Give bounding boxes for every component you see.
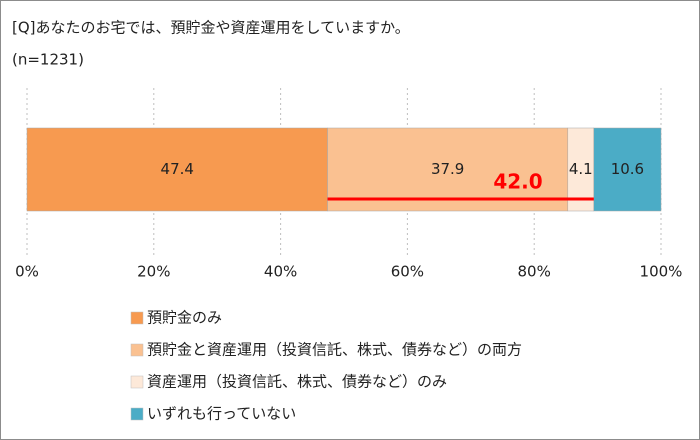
legend-swatch bbox=[130, 407, 144, 421]
bar-segment bbox=[567, 127, 595, 212]
x-tick-label: 60% bbox=[391, 263, 424, 281]
legend-label: 資産運用（投資信託、株式、債券など）のみ bbox=[147, 373, 447, 391]
x-tick-label: 40% bbox=[264, 263, 297, 281]
data-label: 10.6 bbox=[611, 160, 644, 178]
x-tick-label: 20% bbox=[137, 263, 170, 281]
legend-label: いずれも行っていない bbox=[147, 405, 296, 423]
bar-segment bbox=[327, 127, 569, 212]
legend-swatch bbox=[130, 311, 144, 325]
annotation: 42.0 bbox=[493, 170, 542, 194]
bar-segment bbox=[593, 127, 662, 212]
x-tick-label: 80% bbox=[518, 263, 551, 281]
legend-swatch bbox=[130, 375, 144, 389]
legend-label: 預貯金のみ bbox=[147, 309, 222, 327]
chart-title: [Q]あなたのお宅では、預貯金や資産運用をしていますか。 bbox=[12, 19, 410, 37]
bar-segment bbox=[26, 127, 328, 212]
x-tick-label: 100% bbox=[640, 263, 683, 281]
data-label: 47.4 bbox=[161, 160, 194, 178]
data-label: 4.1 bbox=[569, 160, 593, 178]
legend-swatch bbox=[130, 343, 144, 357]
legend-label: 預貯金と資産運用（投資信託、株式、債券など）の両方 bbox=[147, 341, 522, 359]
chart-subtitle: (n=1231) bbox=[12, 51, 84, 69]
data-label: 37.9 bbox=[431, 160, 464, 178]
x-tick-label: 0% bbox=[15, 263, 39, 281]
